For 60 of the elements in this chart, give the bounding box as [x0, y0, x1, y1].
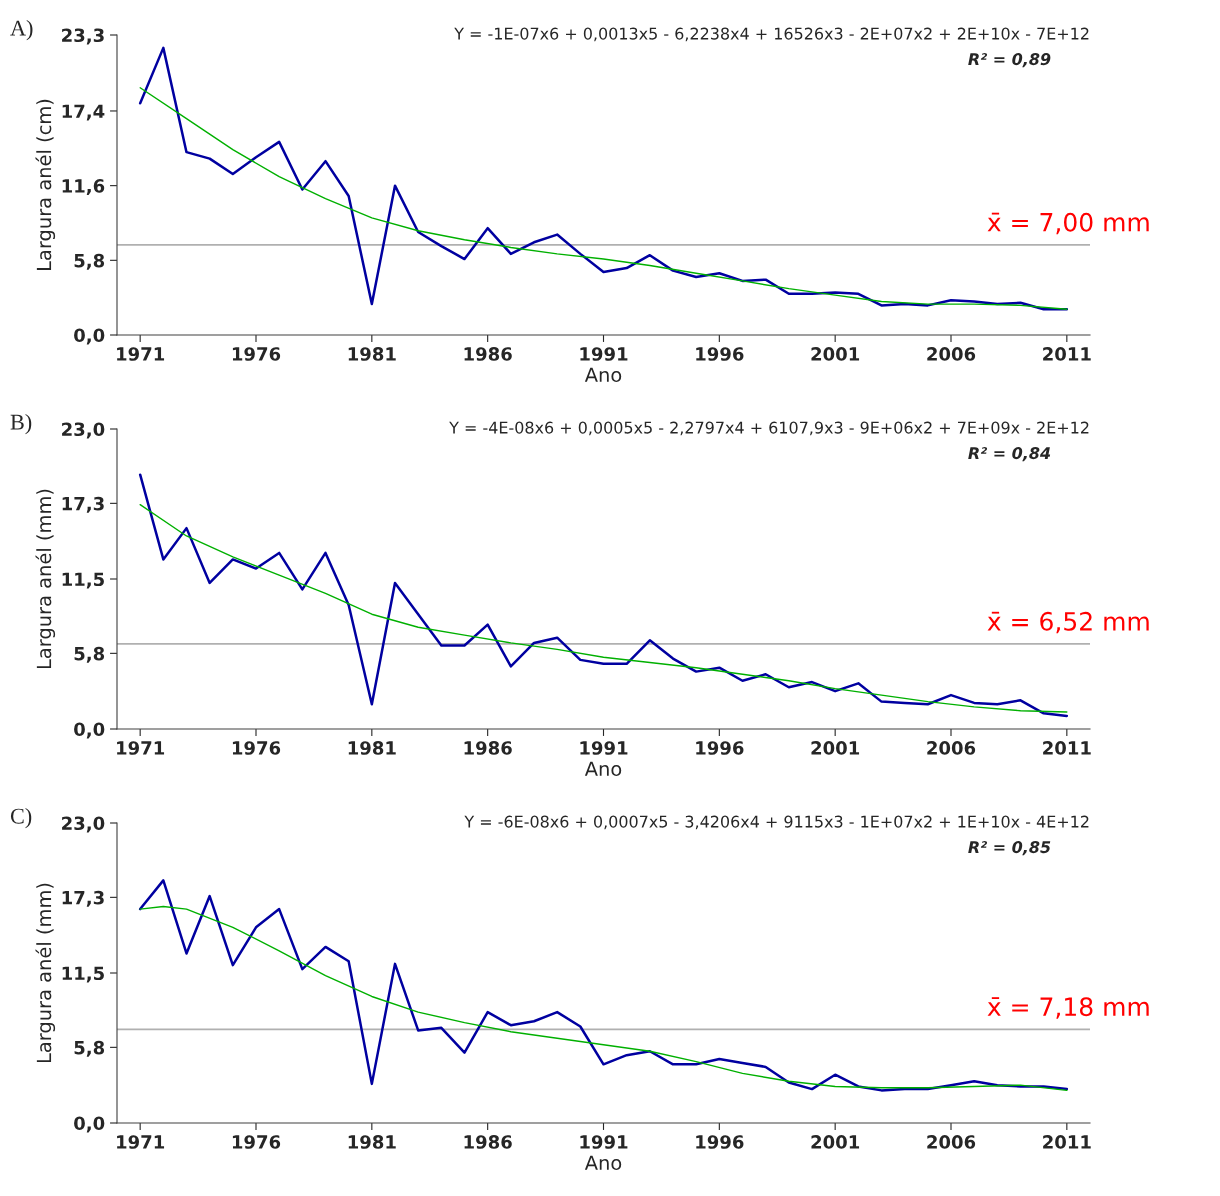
x-tick-label: 1986 [464, 741, 512, 755]
annotation: R² = 0,84 [968, 447, 1051, 462]
y-tick-label: 11,5 [62, 966, 104, 983]
annotation: R² = 0,89 [968, 53, 1051, 68]
y-tick-label: 5,8 [74, 253, 105, 270]
x-tick-label: 2006 [927, 741, 976, 755]
x-tick-label: 1991 [580, 1135, 628, 1149]
x-tick-label: 1986 [464, 1135, 512, 1149]
x-tick-label: 1996 [696, 347, 744, 361]
y-axis-title: Largura anél (mm) [35, 489, 56, 669]
y-tick-label: 0,0 [74, 722, 105, 739]
annotation: R² = 0,85 [968, 841, 1051, 856]
chart-title: A) [10, 20, 33, 41]
x-tick-label: 1976 [232, 1135, 281, 1149]
x-tick-label: 1996 [696, 741, 744, 755]
x-tick-label: 2006 [927, 1135, 976, 1149]
y-axis-title: Largura anél (mm) [35, 883, 56, 1063]
y-tick-label: 0,0 [74, 328, 105, 345]
y-tick-label: 0,0 [74, 1116, 105, 1133]
x-tick-label: 1996 [696, 1135, 744, 1149]
annotation: Y = -6E-08x6 + 0,0007x5 - 3,4206x4 + 9115x3 - 1E+07x2 + 1E+10x - 4E+12 [464, 815, 1089, 830]
y-tick-label: 5,8 [74, 1040, 105, 1057]
x-tick-label: 2011 [1043, 741, 1091, 755]
y-tick-label: 17,3 [62, 496, 104, 513]
y-tick-label: 11,5 [62, 572, 104, 589]
y-tick-label: 11,6 [62, 179, 105, 196]
x-tick-label: 2001 [811, 347, 860, 361]
x-tick-label: 1981 [348, 741, 396, 755]
x-tick-label: 2011 [1043, 347, 1091, 361]
x-tick-label: 2001 [811, 1135, 860, 1149]
x-tick-label: 1991 [580, 347, 628, 361]
annotation: Y = -4E-08x6 + 0,0005x5 - 2,2797x4 + 6107,9x3 - 9E+06x2 + 7E+09x - 2E+12 [449, 421, 1089, 436]
ref-line-label: x̄ = 7,00 mm [987, 212, 1149, 235]
ref-line-label: x̄ = 7,18 mm [987, 997, 1149, 1019]
x-axis-title: Ano [584, 1155, 622, 1171]
x-tick-label: 1981 [348, 347, 396, 361]
x-tick-label: 1981 [348, 1135, 396, 1149]
x-tick-label: 1991 [580, 741, 628, 755]
x-axis-title: Ano [584, 761, 622, 777]
x-axis-title: Ano [584, 367, 622, 383]
x-tick-label: 2001 [811, 741, 860, 755]
x-tick-label: 1971 [117, 347, 165, 361]
x-tick-label: 2006 [927, 347, 976, 361]
annotation: Y = -1E-07x6 + 0,0013x5 - 6,2238x4 + 16526x3 - 2E+07x2 + 2E+10x - 7E+12 [454, 27, 1089, 42]
y-tick-label: 5,8 [74, 646, 105, 663]
y-axis-title: Largura anél (cm) [35, 99, 56, 270]
y-tick-label: 17,4 [62, 104, 105, 121]
x-tick-label: 1976 [232, 741, 281, 755]
ref-line-label: x̄ = 6,52 mm [987, 611, 1149, 634]
x-tick-label: 1971 [117, 1135, 165, 1149]
x-tick-label: 1976 [232, 347, 281, 361]
y-tick-label: 23,0 [62, 816, 105, 833]
chart-title: B) [10, 414, 32, 435]
x-tick-label: 1971 [117, 741, 165, 755]
x-tick-label: 2011 [1043, 1135, 1091, 1149]
x-tick-label: 1986 [464, 347, 512, 361]
y-tick-label: 23,3 [62, 28, 104, 45]
y-tick-label: 17,3 [62, 890, 104, 907]
chart-title: C) [10, 808, 32, 829]
y-tick-label: 23,0 [62, 422, 105, 439]
